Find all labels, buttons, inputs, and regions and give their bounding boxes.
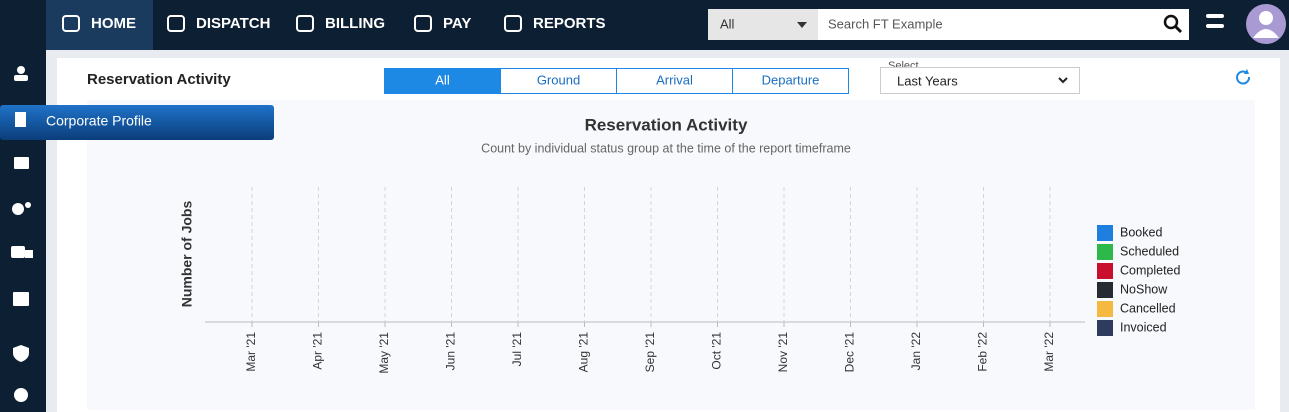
avatar-head <box>1259 11 1273 25</box>
legend-swatch[interactable] <box>1097 244 1113 260</box>
tab[interactable] <box>500 68 617 94</box>
x-tick-label: Nov '21 <box>776 332 790 373</box>
tab[interactable] <box>616 68 733 94</box>
tab-label[interactable]: All <box>435 72 450 87</box>
sidebar-icons <box>11 66 33 402</box>
tab[interactable] <box>384 68 501 94</box>
x-tick-label: Jun '21 <box>444 332 458 371</box>
x-tick-label: Aug '21 <box>577 332 591 373</box>
icon[interactable] <box>14 157 29 169</box>
switch-icon[interactable] <box>1206 14 1224 28</box>
tab-label[interactable]: Ground <box>537 72 580 87</box>
select-caret <box>1058 77 1068 84</box>
x-tick-label: Mar '21 <box>244 332 258 372</box>
x-tick-label: Jul '21 <box>510 332 524 367</box>
icon[interactable] <box>13 292 29 306</box>
tooltip <box>0 105 274 140</box>
icon <box>25 250 33 258</box>
legend-label[interactable]: NoShow <box>1120 282 1168 296</box>
legend-swatch[interactable] <box>1097 301 1113 317</box>
y-axis-label: Number of Jobs <box>179 201 195 308</box>
icon[interactable] <box>17 66 25 74</box>
select-box[interactable] <box>880 67 1080 94</box>
legend-swatch[interactable] <box>1097 263 1113 279</box>
tooltip-text: Corporate Profile <box>46 113 152 129</box>
x-tick-label: May '21 <box>377 332 391 374</box>
search-input[interactable] <box>818 9 1189 40</box>
dropdown-caret <box>797 22 807 28</box>
refresh-arrow <box>1244 69 1249 74</box>
legend-label[interactable]: Scheduled <box>1120 244 1179 258</box>
legend-swatch[interactable] <box>1097 282 1113 298</box>
tabs: All Ground Arrival Departure <box>384 68 849 94</box>
search-icon[interactable] <box>1163 14 1179 30</box>
search-placeholder: Search FT Example <box>828 16 943 31</box>
x-tick-label: Mar '22 <box>1042 332 1056 372</box>
nav-icon[interactable] <box>414 15 432 32</box>
icon[interactable] <box>13 345 29 362</box>
x-tick-label: Dec '21 <box>843 332 857 373</box>
legend-label[interactable]: Invoiced <box>1120 320 1167 334</box>
nav-icon[interactable] <box>167 15 185 32</box>
nav-item[interactable]: DISPATCH <box>196 15 270 32</box>
chart-title: Reservation Activity <box>585 115 748 134</box>
x-axis-group: Mar '21 Apr '21 May '21 Jun '21 Jul '21 Aug '… <box>244 187 1056 374</box>
nav-item[interactable]: HOME <box>91 15 136 32</box>
nav-item[interactable]: PAY <box>443 15 471 32</box>
chart-area <box>87 100 1255 410</box>
nav: HOME DISPATCH BILLING PAY REPORTS <box>62 15 606 32</box>
search-icon <box>1173 24 1183 34</box>
legend-swatch[interactable] <box>1097 225 1113 241</box>
legend-label[interactable]: Booked <box>1120 225 1162 239</box>
legend-label[interactable]: Cancelled <box>1120 301 1176 315</box>
nav-item[interactable]: BILLING <box>325 15 385 32</box>
chart-subtitle: Count by individual status group at the … <box>481 141 851 155</box>
x-tick-label: Apr '21 <box>311 332 325 370</box>
search-scope[interactable]: All <box>720 16 735 31</box>
select-value[interactable]: Last Years <box>897 73 958 88</box>
legend: Booked Scheduled Completed NoShow Cancelled I… <box>1097 225 1180 336</box>
x-tick-label: Oct '21 <box>710 332 724 370</box>
refresh-icon[interactable] <box>1236 70 1250 85</box>
nav-icon[interactable] <box>504 15 522 32</box>
legend-swatch[interactable] <box>1097 320 1113 336</box>
avatar-body <box>1253 29 1279 38</box>
nav-item[interactable]: REPORTS <box>533 15 606 32</box>
tab[interactable] <box>732 68 849 94</box>
x-tick-label: Jan '22 <box>909 332 923 371</box>
nav-icon[interactable] <box>62 15 80 32</box>
icon <box>14 75 28 81</box>
tab-label[interactable]: Arrival <box>656 72 693 87</box>
icon <box>25 202 31 208</box>
card-title: Reservation Activity <box>87 71 231 88</box>
icon[interactable] <box>12 203 24 215</box>
sidebar-icon-active[interactable] <box>15 112 26 127</box>
x-tick-label: Feb '22 <box>976 332 990 372</box>
tab-label[interactable]: Departure <box>762 72 820 87</box>
nav-icon[interactable] <box>296 15 314 32</box>
x-tick-label: Sep '21 <box>643 332 657 373</box>
icon[interactable] <box>14 388 28 402</box>
legend-label[interactable]: Completed <box>1120 263 1180 277</box>
icon[interactable] <box>11 246 25 258</box>
